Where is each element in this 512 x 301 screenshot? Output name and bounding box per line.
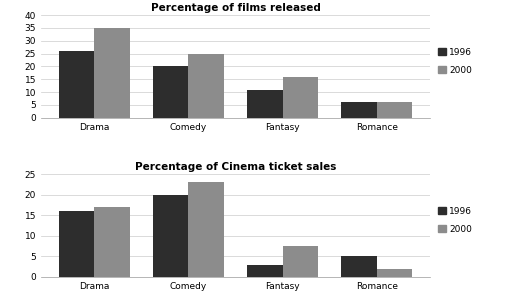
Bar [188,54,224,118]
Legend: 1996, 2000: 1996, 2000 [438,207,472,234]
Bar [94,28,130,118]
Bar [247,89,283,118]
Bar [247,265,283,277]
Title: Percentage of films released: Percentage of films released [151,3,321,13]
Bar [377,269,412,277]
Bar [94,207,130,277]
Legend: 1996, 2000: 1996, 2000 [438,48,472,75]
Bar [59,51,94,118]
Bar [377,102,412,118]
Bar [153,195,188,277]
Bar [341,102,377,118]
Bar [283,77,318,118]
Bar [341,256,377,277]
Bar [59,211,94,277]
Title: Percentage of Cinema ticket sales: Percentage of Cinema ticket sales [135,162,336,172]
Bar [283,246,318,277]
Bar [188,182,224,277]
Bar [153,67,188,118]
